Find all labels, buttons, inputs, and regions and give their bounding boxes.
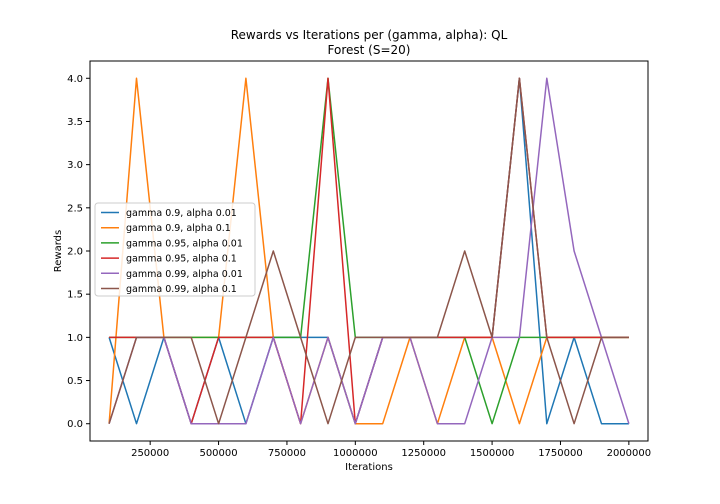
- y-tick-label: 4.0: [67, 74, 83, 85]
- plot-lines: [108, 77, 630, 425]
- legend-label: gamma 0.9, alpha 0.01: [126, 208, 237, 219]
- y-tick-label: 1.5: [67, 290, 83, 301]
- y-tick-label: 2.5: [67, 203, 83, 214]
- legend: gamma 0.9, alpha 0.01 gamma 0.9, alpha 0.…: [94, 202, 256, 297]
- y-axis-label: Rewards: [53, 230, 64, 272]
- chart-title: Rewards vs Iterations per (gamma, alpha)…: [231, 28, 508, 42]
- chart-subtitle: Forest (S=20): [328, 43, 411, 57]
- x-axis-label: Iterations: [345, 462, 393, 473]
- legend-label: gamma 0.99, alpha 0.1: [126, 284, 237, 295]
- x-tick-label: 1250000: [401, 448, 446, 459]
- legend-label: gamma 0.95, alpha 0.01: [126, 238, 243, 249]
- y-tick-label: 0.0: [67, 419, 83, 430]
- series-line-5: [108, 77, 630, 425]
- legend-label: gamma 0.95, alpha 0.1: [126, 254, 237, 265]
- legend-frame: [94, 202, 256, 297]
- x-tick-label: 2000000: [607, 448, 652, 459]
- x-tick-label: 1500000: [470, 448, 515, 459]
- legend-label: gamma 0.99, alpha 0.01: [126, 269, 243, 280]
- y-tick-label: 3.5: [67, 117, 83, 128]
- x-tick-label: 1750000: [538, 448, 583, 459]
- y-tick-label: 2.0: [67, 247, 83, 258]
- x-tick-label: 750000: [268, 448, 306, 459]
- y-tick-label: 0.5: [67, 376, 83, 387]
- y-tick-label: 1.0: [67, 333, 83, 344]
- y-tick-label: 3.0: [67, 160, 83, 171]
- series-line-6: [108, 77, 629, 425]
- legend-label: gamma 0.9, alpha 0.1: [126, 223, 231, 234]
- x-tick-label: 250000: [131, 448, 169, 459]
- x-tick-label: 500000: [199, 448, 237, 459]
- axis-ticks: 250000 500000 750000 1000000 1250000 1500000 1…: [67, 74, 651, 459]
- x-tick-label: 1000000: [333, 448, 378, 459]
- plot-frame: [89, 60, 649, 442]
